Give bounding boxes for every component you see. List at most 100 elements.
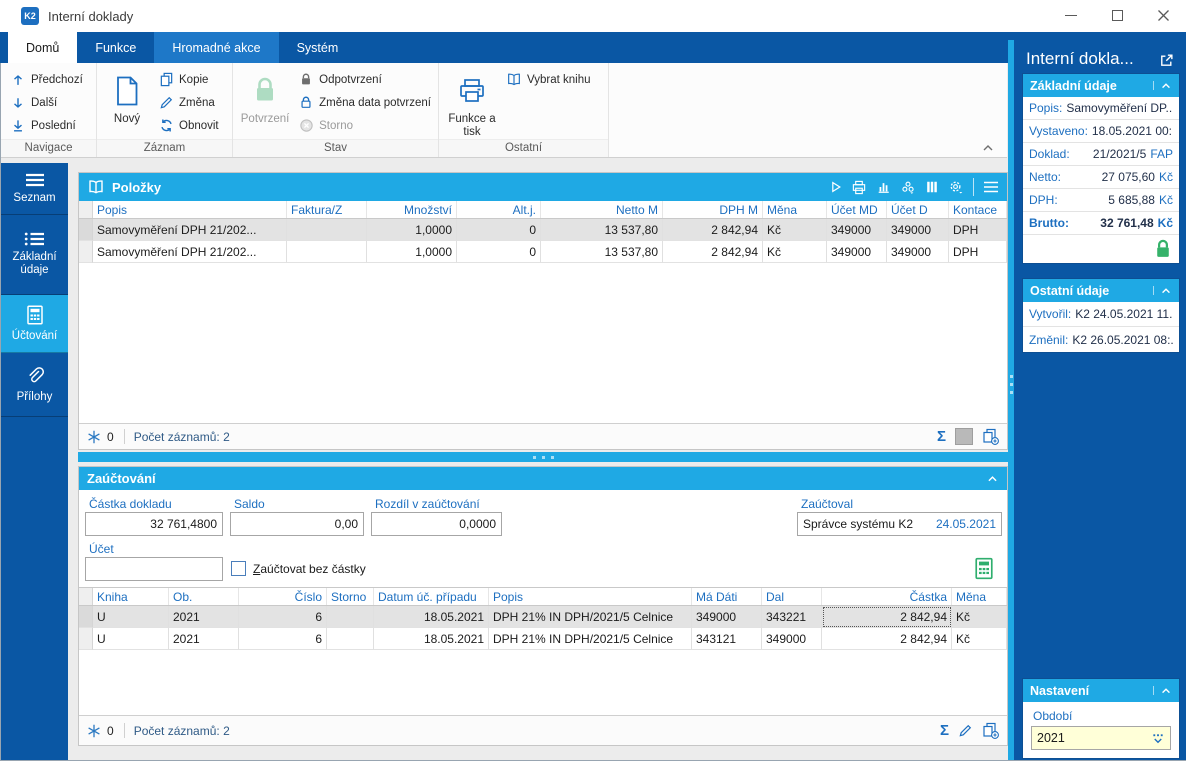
menu-icon[interactable] [983, 181, 999, 193]
sum-icon[interactable]: Σ [936, 428, 946, 445]
unconfirm-button[interactable]: Odpotvrzení [293, 68, 436, 91]
column-header[interactable]: Alt.j. [457, 201, 541, 218]
table-cell: DPH 21% IN DPH/2021/5 Celnice [489, 606, 692, 628]
column-header[interactable]: Částka [822, 588, 952, 605]
period-label: Období [1033, 709, 1073, 723]
horizontal-splitter[interactable] [78, 452, 1008, 462]
change-confirm-date-button[interactable]: Změna data potvrzení [293, 91, 436, 114]
pencil-icon [158, 95, 174, 111]
edit-icon[interactable] [958, 723, 973, 738]
column-header[interactable]: Množství [367, 201, 457, 218]
column-header[interactable]: Kontace [949, 201, 1007, 218]
button-label: Funkce a tisk [448, 113, 496, 138]
table-cell: 1,0000 [367, 219, 457, 241]
table-row[interactable]: Samovyměření DPH 21/202... 1,0000 0 13 537,… [79, 241, 1007, 263]
checkbox-label[interactable]: Zaúčtovat bez částky [253, 562, 366, 576]
saldo-field[interactable] [230, 512, 364, 536]
column-header[interactable]: Netto M [541, 201, 663, 218]
document-amount-field[interactable] [85, 512, 223, 536]
vertical-splitter[interactable] [1008, 40, 1014, 760]
detail-label: Změnil: [1029, 332, 1069, 347]
print-icon[interactable] [851, 180, 867, 195]
new-button[interactable]: Nový [101, 66, 153, 139]
posted-by-field[interactable]: Správce systému K2 24.05.2021 [797, 512, 1002, 536]
table-header-row: Kniha Ob. Číslo Storno Datum úč. případu Popi… [79, 588, 1007, 606]
card-header: Základní údaje [1023, 74, 1179, 97]
collapse-card-button[interactable] [1153, 286, 1172, 295]
related-icon[interactable] [900, 180, 916, 195]
table-cell: Samovyměření DPH 21/202... [93, 241, 287, 263]
copy-add-icon[interactable] [982, 428, 999, 445]
sum-icon[interactable]: Σ [939, 722, 949, 739]
column-header[interactable]: Popis [93, 201, 287, 218]
columns-icon[interactable] [925, 180, 939, 194]
period-input[interactable] [1032, 731, 1144, 745]
collapse-section-button[interactable] [986, 474, 999, 483]
select-book-button[interactable]: Vybrat knihu [501, 68, 596, 91]
field-label: Účet [89, 542, 114, 556]
column-header[interactable]: Účet D [887, 201, 949, 218]
column-header[interactable]: Kniha [93, 588, 169, 605]
detail-side-panel: Interní dokla... Základní údaje Popis: S… [1014, 40, 1186, 760]
next-button[interactable]: Další [5, 91, 88, 114]
arrow-down-icon [10, 95, 26, 111]
sidebar-item-uctovani[interactable]: Účtování [1, 295, 68, 353]
sidebar-item-seznam[interactable]: Seznam [1, 163, 68, 215]
previous-button[interactable]: Předchozí [5, 68, 88, 91]
collapse-card-button[interactable] [1153, 81, 1172, 90]
card-header: Ostatní údaje [1023, 279, 1179, 302]
period-field[interactable] [1031, 726, 1171, 750]
recalculate-icon[interactable] [974, 557, 994, 580]
refresh-button[interactable]: Obnovit [153, 114, 224, 137]
column-header[interactable]: Číslo [239, 588, 327, 605]
column-header[interactable]: Datum úč. případu [374, 588, 489, 605]
tab-funkce[interactable]: Funkce [95, 40, 137, 55]
ribbon-collapse-button[interactable] [981, 143, 995, 153]
collapse-card-button[interactable] [1153, 686, 1172, 695]
functions-print-button[interactable]: Funkce a tisk [443, 66, 501, 139]
open-in-window-icon[interactable] [1159, 53, 1174, 68]
post-without-amount-checkbox[interactable] [231, 561, 246, 576]
button-label: Nový [113, 113, 141, 125]
column-header[interactable]: Popis [489, 588, 692, 605]
column-header[interactable]: Měna [952, 588, 1007, 605]
detail-value: 5 685,88 [1108, 193, 1155, 207]
column-header[interactable]: Měna [763, 201, 827, 218]
detail-label: Vytvořil: [1029, 307, 1072, 321]
record-count-text: Počet záznamů: 2 [133, 429, 230, 444]
table-row[interactable]: U 2021 6 18.05.2021 DPH 21% IN DPH/2021/5 Ce… [79, 606, 1007, 628]
copy-button[interactable]: Kopie [153, 68, 224, 91]
run-icon[interactable] [828, 180, 842, 194]
column-header[interactable]: Má Dáti [692, 588, 762, 605]
layout-toggle-button[interactable] [955, 428, 973, 445]
table-cell: 349000 [827, 219, 887, 241]
maximize-button[interactable] [1094, 0, 1140, 31]
close-button[interactable] [1140, 0, 1186, 31]
last-button[interactable]: Poslední [5, 114, 88, 137]
calculator-icon [26, 304, 43, 325]
minimize-button[interactable] [1048, 0, 1094, 31]
table-row[interactable]: U 2021 6 18.05.2021 DPH 21% IN DPH/2021/5 Ce… [79, 628, 1007, 650]
table-row[interactable]: Samovyměření DPH 21/202... 1,0000 0 13 537,… [79, 219, 1007, 241]
column-header[interactable]: DPH M [663, 201, 763, 218]
settings-icon[interactable] [948, 180, 964, 195]
tab-system[interactable]: Systém [296, 40, 339, 55]
chart-icon[interactable] [876, 180, 891, 194]
tab-hromadne-akce[interactable]: Hromadné akce [154, 32, 279, 63]
dropdown-icon[interactable] [1151, 732, 1170, 745]
copy-add-icon[interactable] [982, 722, 999, 739]
detail-value: 32 761,48 [1100, 216, 1154, 230]
sidebar-item-prilohy[interactable]: Přílohy [1, 353, 68, 417]
column-header[interactable]: Faktura/Z [287, 201, 367, 218]
edit-button[interactable]: Změna [153, 91, 224, 114]
column-header[interactable]: Ob. [169, 588, 239, 605]
column-header[interactable]: Dal [762, 588, 822, 605]
tab-domu[interactable]: Domů [8, 32, 78, 63]
table-cell [327, 606, 374, 628]
column-header[interactable]: Storno [327, 588, 374, 605]
sidebar-item-zakladni-udaje[interactable]: Základní údaje [1, 215, 68, 295]
column-header[interactable]: Účet MD [827, 201, 887, 218]
posting-difference-field[interactable] [371, 512, 502, 536]
account-field[interactable] [85, 557, 223, 581]
app-logo-icon: K2 [21, 7, 39, 25]
